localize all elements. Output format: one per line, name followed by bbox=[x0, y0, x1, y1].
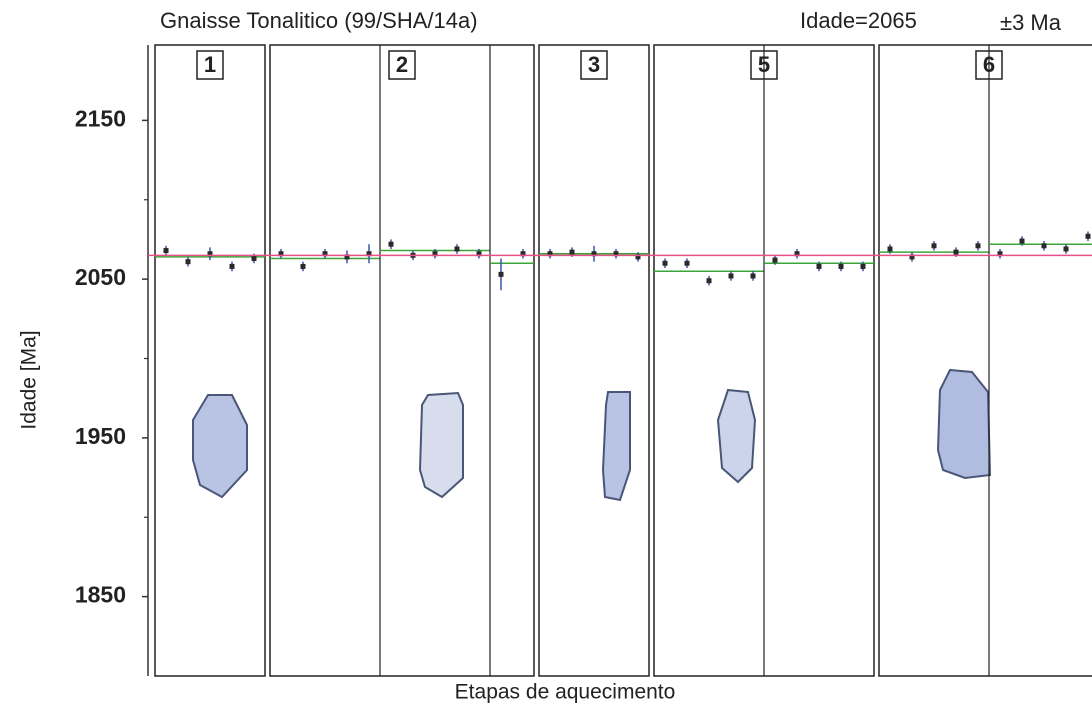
age-point bbox=[252, 256, 257, 261]
grain-panel bbox=[155, 45, 265, 676]
age-point bbox=[499, 272, 504, 277]
age-point bbox=[1064, 246, 1069, 251]
age-point bbox=[773, 258, 778, 263]
age-point bbox=[389, 242, 394, 247]
age-point bbox=[1020, 239, 1025, 244]
age-point bbox=[301, 264, 306, 269]
age-point bbox=[976, 243, 981, 248]
age-point bbox=[861, 264, 866, 269]
age-point bbox=[230, 264, 235, 269]
age-point bbox=[751, 273, 756, 278]
y-tick-label: 2050 bbox=[75, 264, 126, 290]
error-annotation: ±3 Ma bbox=[1000, 10, 1062, 35]
chart-title: Gnaisse Tonalitico (99/SHA/14a) bbox=[160, 8, 478, 33]
chart: Gnaisse Tonalitico (99/SHA/14a) Idade=20… bbox=[0, 0, 1092, 711]
grain-panel bbox=[539, 45, 649, 676]
age-point bbox=[729, 273, 734, 278]
y-axis-label: Idade [Ma] bbox=[18, 330, 41, 429]
age-point bbox=[817, 264, 822, 269]
y-tick-label: 2150 bbox=[75, 105, 126, 131]
age-point bbox=[707, 278, 712, 283]
age-point bbox=[932, 243, 937, 248]
grain-label: 3 bbox=[588, 52, 600, 77]
grain-panel bbox=[879, 45, 1092, 676]
age-annotation: Idade=2065 bbox=[800, 8, 917, 33]
grain-label: 2 bbox=[396, 52, 408, 77]
zircon-crystals bbox=[193, 370, 990, 500]
zircon-crystal bbox=[603, 392, 630, 500]
age-point bbox=[1086, 234, 1091, 239]
y-tick-label: 1950 bbox=[75, 423, 126, 449]
y-tick-label: 1850 bbox=[75, 582, 126, 608]
zircon-crystal bbox=[718, 390, 755, 482]
age-point bbox=[663, 261, 668, 266]
age-point bbox=[186, 259, 191, 264]
zircon-crystal bbox=[193, 395, 247, 497]
grain-label: 1 bbox=[204, 52, 216, 77]
grain-panel bbox=[270, 45, 534, 676]
age-point bbox=[685, 261, 690, 266]
age-point bbox=[954, 250, 959, 255]
page: {"chart_data": { "type": "step-age", "ti… bbox=[0, 0, 1092, 711]
age-point bbox=[888, 246, 893, 251]
age-point bbox=[164, 248, 169, 253]
age-point bbox=[839, 264, 844, 269]
age-point bbox=[570, 250, 575, 255]
x-axis-label: Etapas de aquecimento bbox=[455, 681, 676, 704]
age-point bbox=[455, 246, 460, 251]
zircon-crystal bbox=[938, 370, 990, 478]
age-point bbox=[1042, 243, 1047, 248]
zircon-crystal bbox=[420, 393, 463, 497]
